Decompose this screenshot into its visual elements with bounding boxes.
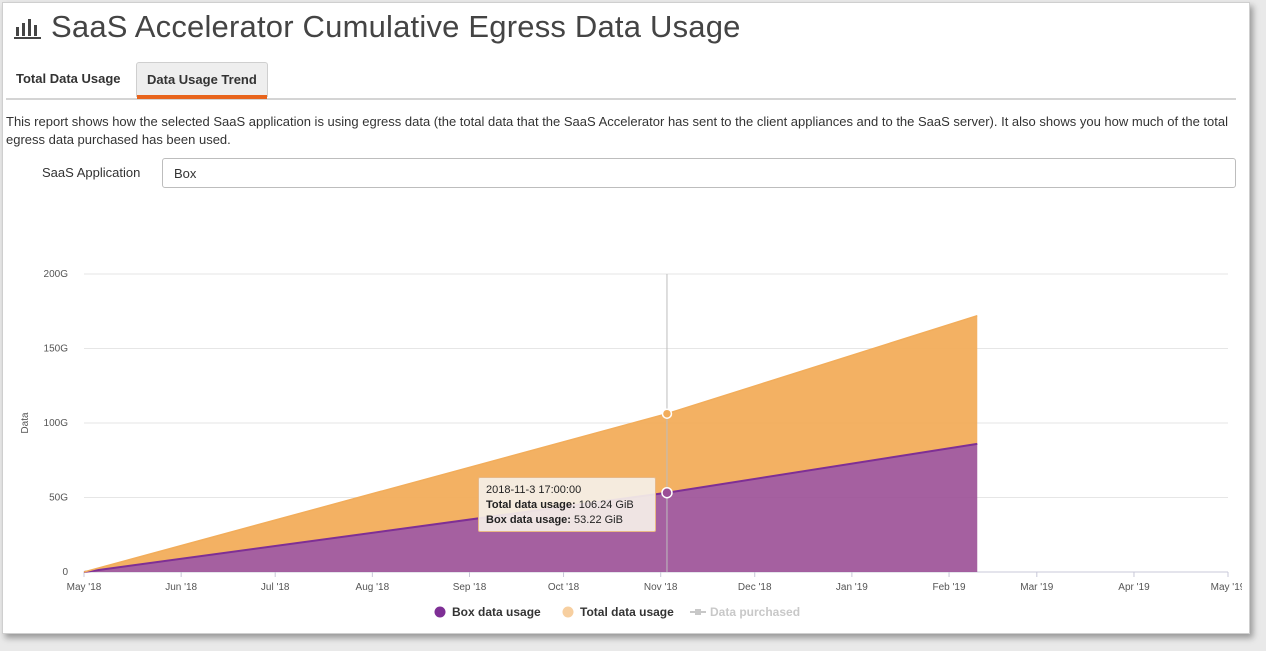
active-tab-indicator	[137, 95, 267, 99]
saas-application-label: SaaS Application	[42, 165, 141, 180]
x-tick-label: May '19	[1211, 582, 1242, 593]
tooltip-total: Total data usage: 106.24 GiB	[486, 498, 648, 513]
y-tick-label: 50G	[49, 493, 68, 504]
y-axis-label: Data	[20, 412, 31, 434]
tab-total-data-usage[interactable]: Total Data Usage	[16, 71, 121, 86]
legend-item-purchased-marker	[695, 609, 701, 615]
legend-item-box-symbol	[434, 606, 446, 618]
legend-item-box: Box data usage	[452, 605, 541, 619]
tooltip-total-label: Total data usage:	[486, 499, 576, 511]
page-title: SaaS Accelerator Cumulative Egress Data …	[51, 9, 741, 44]
tooltip-box-value: 53.22 GiB	[574, 514, 623, 526]
y-tick-label: 0	[62, 567, 68, 578]
legend[interactable]: Box data usage Total data usage Data purch…	[434, 605, 801, 619]
x-tick-labels: May '18 Jun '18 Jul '18 Aug '18 Sep '18 Oct '…	[67, 582, 1242, 593]
x-tick-label: Oct '18	[548, 582, 580, 593]
tab-label: Data Usage Trend	[147, 72, 257, 87]
x-tick-label: Apr '19	[1118, 582, 1150, 593]
x-tick-label: Dec '18	[738, 582, 772, 593]
legend-item-purchased: Data purchased	[710, 605, 800, 619]
x-tick-label: Jul '18	[261, 582, 290, 593]
y-tick-label: 100G	[44, 418, 69, 429]
tooltip-date: 2018-11-3 17:00:00	[486, 484, 582, 496]
x-tick-label: Nov '18	[644, 582, 678, 593]
saas-application-select[interactable]: Box	[162, 158, 1236, 188]
series-areas	[83, 274, 978, 573]
tab-data-usage-trend[interactable]: Data Usage Trend	[136, 62, 268, 99]
x-tick-label: Feb '19	[933, 582, 966, 593]
tooltip-total-value: 106.24 GiB	[578, 499, 634, 511]
box-data-usage-area	[84, 443, 978, 572]
grid-lines	[83, 273, 1229, 577]
x-tick-label: Mar '19	[1020, 582, 1053, 593]
x-tick-label: May '18	[67, 582, 102, 593]
y-tick-label: 200G	[44, 269, 69, 280]
x-tick-label: Aug '18	[356, 582, 390, 593]
total-hover-point	[661, 408, 673, 419]
x-tick-label: Jun '18	[165, 582, 197, 593]
report-description: This report shows how the selected SaaS …	[6, 114, 1228, 147]
x-tick-label: Sep '18	[453, 582, 487, 593]
title-row: SaaS Accelerator Cumulative Egress Data …	[13, 9, 741, 45]
legend-item-total-symbol	[562, 606, 574, 618]
tab-bar: Total Data Usage Data Usage Trend	[6, 62, 1236, 100]
legend-item-total: Total data usage	[580, 605, 674, 619]
y-tick-label: 150G	[44, 344, 69, 355]
x-tick-label: Jan '19	[836, 582, 868, 593]
total-data-usage-area	[84, 315, 978, 572]
data-tooltip: 2018-11-3 17:00:00 Total data usage: 106…	[478, 477, 656, 532]
tooltip-box: Box data usage: 53.22 GiB	[486, 513, 648, 528]
tooltip-box-label: Box data usage:	[486, 514, 571, 526]
box-hover-point	[661, 486, 673, 499]
bar-chart-icon	[14, 19, 41, 39]
usage-trend-chart: 0 50G 100G 150G 200G May '18 Jun '18 Jul '18 Au…	[20, 269, 1242, 619]
y-tick-labels: 0 50G 100G 150G 200G	[44, 269, 69, 578]
